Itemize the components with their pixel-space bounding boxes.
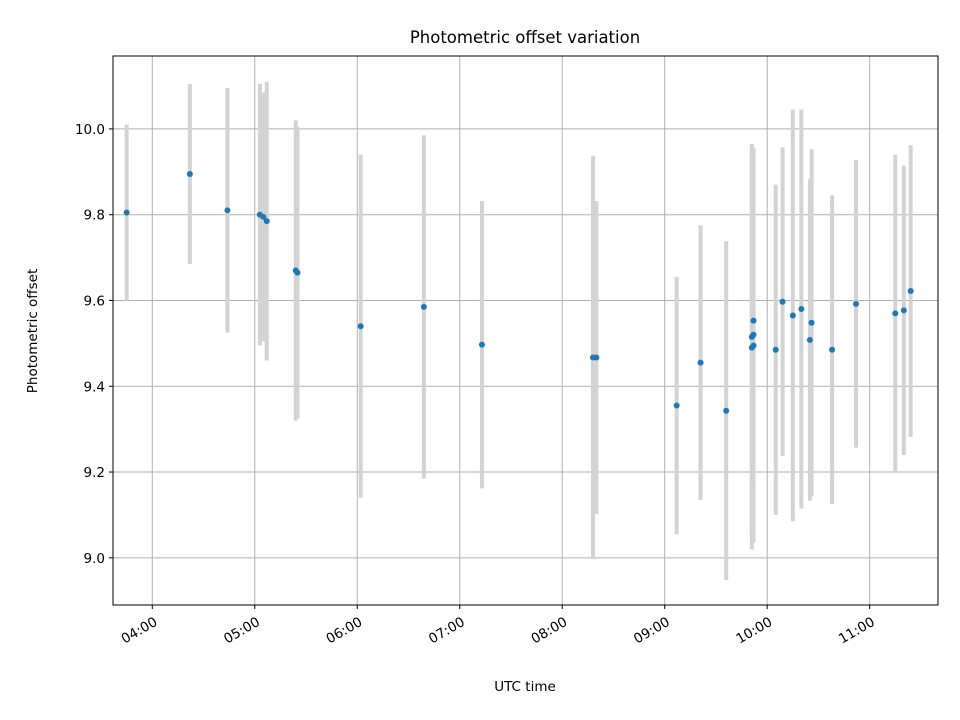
data-point: [478, 341, 485, 348]
x-tick-label: 10:00: [733, 614, 775, 647]
y-axis-ticks: 9.0 9.2 9.4 9.6 9.8 10.0: [75, 122, 113, 567]
error-bars: [124, 81, 913, 581]
x-tick-label: 11:00: [836, 614, 878, 647]
y-axis-label: Photometric offset: [25, 269, 41, 393]
data-point: [593, 354, 600, 361]
data-point: [892, 310, 899, 317]
x-axis-label: UTC time: [494, 679, 556, 695]
data-point: [900, 307, 907, 314]
y-tick-label: 9.4: [84, 379, 105, 395]
x-tick-label: 08:00: [529, 614, 571, 647]
y-tick-label: 9.2: [84, 465, 105, 481]
data-point: [853, 300, 860, 307]
plot-frame: [112, 55, 939, 606]
y-tick-label: 10.0: [75, 122, 105, 138]
data-point: [294, 269, 301, 276]
x-tick-label: 04:00: [119, 614, 161, 647]
data-point: [260, 213, 267, 220]
data-point: [750, 317, 757, 324]
data-point: [779, 298, 786, 305]
x-tick-label: 05:00: [221, 614, 263, 647]
data-point: [750, 331, 757, 338]
y-tick-label: 9.0: [84, 551, 105, 567]
data-point: [123, 209, 130, 216]
data-point: [798, 306, 805, 313]
data-point: [806, 336, 813, 343]
chart-title: Photometric offset variation: [410, 28, 640, 47]
grid-lines: [113, 56, 938, 605]
data-point: [673, 402, 680, 409]
data-point: [263, 218, 270, 225]
data-point: [186, 170, 193, 177]
x-tick-label: 07:00: [426, 614, 468, 647]
data-point: [697, 359, 704, 366]
data-point: [907, 288, 914, 295]
data-points: [123, 170, 914, 414]
data-point: [829, 346, 836, 353]
data-point: [357, 323, 364, 330]
data-point: [224, 207, 231, 214]
x-axis-ticks: 04:00 05:00 06:00 07:00 08:00 09:00 10:00 11:00: [119, 605, 878, 647]
data-point: [723, 407, 730, 414]
data-point: [772, 346, 779, 353]
x-tick-label: 09:00: [631, 614, 673, 647]
x-tick-label: 06:00: [324, 614, 366, 647]
y-tick-label: 9.8: [84, 208, 105, 224]
y-tick-label: 9.6: [84, 293, 105, 309]
data-point: [808, 319, 815, 326]
data-point: [789, 312, 796, 319]
data-point: [750, 342, 757, 349]
data-point: [420, 303, 427, 310]
